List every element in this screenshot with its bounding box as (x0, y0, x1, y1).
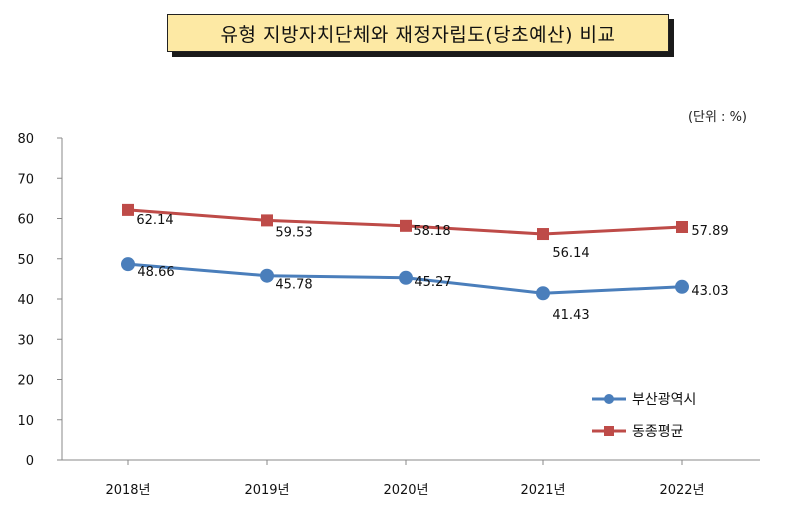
legend-label-busan: 부산광역시 (632, 392, 696, 408)
y-tick-label: 80 (17, 132, 34, 147)
data-label-busan: 45.27 (414, 275, 451, 290)
y-tick-label: 0 (26, 454, 34, 469)
y-tick-label: 50 (17, 253, 34, 268)
y-tick-label: 60 (17, 213, 34, 228)
y-tick-label: 40 (17, 293, 34, 308)
data-label-busan: 48.66 (137, 265, 174, 280)
data-point-busan (536, 286, 550, 301)
data-point-avg (537, 228, 549, 241)
data-label-avg: 62.14 (136, 213, 173, 228)
chart-title: 유형 지방자치단체와 재정자립도(당초예산) 비교 (167, 14, 669, 52)
x-tick-label: 2020년 (383, 483, 428, 498)
data-point-avg (676, 220, 688, 233)
x-tick-label: 2019년 (244, 483, 289, 498)
y-tick-label: 30 (17, 333, 34, 348)
unit-label: (단위 : %) (687, 110, 747, 125)
legend-marker-avg (604, 426, 614, 436)
y-tick-label: 70 (17, 172, 34, 187)
data-label-avg: 57.89 (691, 224, 728, 239)
y-tick-label: 10 (17, 414, 34, 429)
x-tick-label: 2022년 (659, 483, 704, 498)
data-label-busan: 45.78 (275, 278, 312, 293)
x-tick-label: 2018년 (105, 483, 150, 498)
data-point-busan (399, 270, 413, 285)
data-point-avg (400, 219, 412, 232)
data-point-busan (675, 279, 689, 294)
data-label-avg: 56.14 (552, 246, 589, 261)
legend-label-avg: 동종평균 (632, 424, 684, 440)
legend-marker-busan (604, 394, 614, 404)
data-point-avg (261, 214, 273, 227)
data-point-busan (260, 268, 274, 283)
data-point-busan (121, 257, 135, 272)
data-label-busan: 43.03 (691, 284, 728, 299)
data-point-avg (122, 203, 134, 216)
y-tick-label: 20 (17, 374, 34, 389)
data-label-busan: 41.43 (552, 308, 589, 323)
data-label-avg: 58.18 (413, 224, 450, 239)
data-label-avg: 59.53 (275, 225, 312, 240)
x-tick-label: 2021년 (520, 483, 565, 498)
